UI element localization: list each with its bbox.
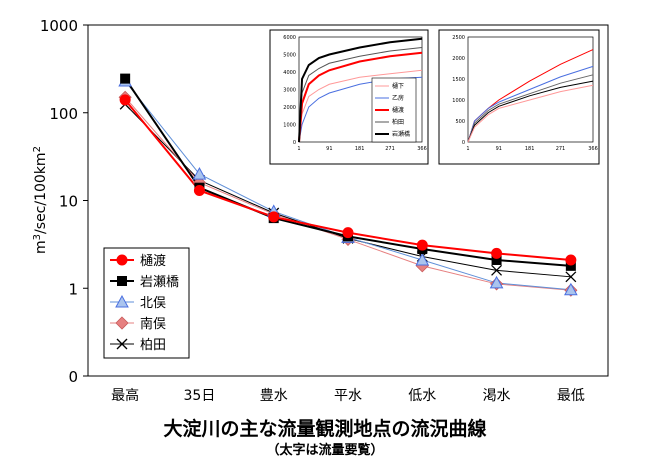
inset-series-line: [298, 37, 423, 143]
inset-chart-left: 0 1000 2000 3000 4000 5000 6000 1 91 181 271 366 樋下乙…: [269, 29, 429, 165]
marker-circle: [193, 185, 205, 197]
marker-square: [491, 254, 502, 265]
marker-triangle: [564, 282, 578, 296]
inset-series-line: [298, 69, 423, 143]
marker-circle: [342, 227, 354, 239]
marker-x: [116, 338, 128, 350]
inset-y-tick-label: 6000: [283, 35, 296, 41]
legend-label: 南俣: [140, 316, 166, 332]
inset-y-tick-label: 0: [293, 140, 296, 146]
inset-x-tick-label: 271: [385, 146, 395, 152]
inset-x-tick-label: 271: [556, 146, 566, 152]
x-tick-label: 平水: [334, 388, 362, 404]
marker-x: [491, 264, 503, 276]
x-tick-label: 最低: [557, 388, 585, 404]
marker-x: [565, 271, 577, 283]
inset-y-tick-label: 1000: [452, 98, 465, 104]
y-tick-label: 1: [68, 280, 78, 298]
inset-legend-label: 柏田: [392, 118, 404, 126]
inset-y-tick-label: 2500: [452, 35, 465, 41]
y-tick-label: 10: [59, 193, 78, 211]
y-tick-label: 0: [68, 368, 78, 386]
inset-plot-area: [467, 36, 594, 143]
inset-x-tick-label: 1: [466, 146, 469, 152]
inset-y-tick-label: 2000: [283, 105, 296, 111]
chart-title: 大淀川の主な流量観測地点の流況曲線: [163, 418, 487, 440]
x-tick-label: 35日: [184, 388, 216, 404]
x-tick-label: 最高: [111, 387, 139, 404]
inset-y-tick-label: 0: [462, 140, 465, 146]
marker-circle: [565, 254, 577, 266]
y-axis-label-sup: 3: [32, 234, 43, 240]
inset-legend-label: 樋渡: [392, 106, 404, 114]
inset-y-tick-label: 5000: [283, 53, 296, 59]
y-tick-label: 100: [49, 105, 78, 123]
inset-chart-right: 0 500 1000 1500 2000 2500 1 91 181 271 366: [438, 29, 600, 165]
inset-y-tick-label: 1000: [283, 123, 296, 129]
inset-x-tick-label: 181: [355, 146, 365, 152]
inset-legend-label: 岩瀬橋: [392, 130, 410, 138]
marker-square: [117, 276, 127, 286]
inset-x-tick-label: 181: [525, 146, 535, 152]
y-axis-label-mid: /sec/100km: [33, 152, 49, 234]
inset-y-tick-label: 4000: [283, 70, 296, 76]
y-tick-label: 1000: [40, 17, 78, 35]
inset-series-line: [467, 65, 594, 143]
marker-circle: [416, 239, 428, 251]
inset-y-tick-label: 500: [455, 119, 465, 125]
legend-label: 岩瀬橋: [140, 275, 179, 290]
inset-y-tick-label: 1500: [452, 77, 465, 83]
y-axis-label-sup: 2: [32, 146, 43, 152]
inset-legend-label: 乙房: [392, 94, 404, 102]
legend-label: 樋渡: [140, 253, 166, 269]
inset-plot-area: [298, 36, 423, 143]
inset-legend-label: 樋下: [392, 82, 404, 90]
marker-diamond: [115, 316, 129, 330]
inset-x-tick-label: 91: [326, 146, 332, 152]
legend-label: 柏田: [140, 338, 166, 353]
inset-series-line: [467, 74, 594, 143]
y-axis-label: m3/sec/100km2: [32, 146, 50, 254]
inset-series-line: [298, 51, 423, 143]
x-tick-label: 豊水: [260, 388, 288, 404]
inset-series-line: [467, 84, 594, 143]
marker-circle: [268, 211, 280, 223]
marker-circle: [491, 247, 503, 259]
chart-subtitle: （太字は流量要覧）: [266, 443, 384, 458]
inset-y-tick-label: 2000: [452, 56, 465, 62]
inset-x-tick-label: 91: [496, 146, 502, 152]
marker-square: [120, 73, 131, 84]
marker-circle: [116, 254, 128, 266]
inset-y-tick-label: 3000: [283, 88, 296, 94]
marker-triangle: [415, 252, 430, 266]
inset-x-tick-label: 1: [297, 146, 300, 152]
inset-series-line: [298, 47, 423, 143]
marker-square: [565, 260, 576, 271]
inset-series-line: [467, 80, 594, 143]
marker-triangle: [115, 294, 129, 308]
x-tick-label: 低水: [408, 388, 436, 404]
legend-label: 北俣: [140, 296, 166, 311]
x-tick-label: 渇水: [483, 388, 511, 404]
inset-x-tick-label: 366: [588, 146, 598, 152]
marker-circle: [119, 94, 131, 106]
marker-triangle: [489, 275, 504, 289]
inset-x-tick-label: 366: [417, 146, 427, 152]
marker-triangle: [192, 167, 207, 180]
